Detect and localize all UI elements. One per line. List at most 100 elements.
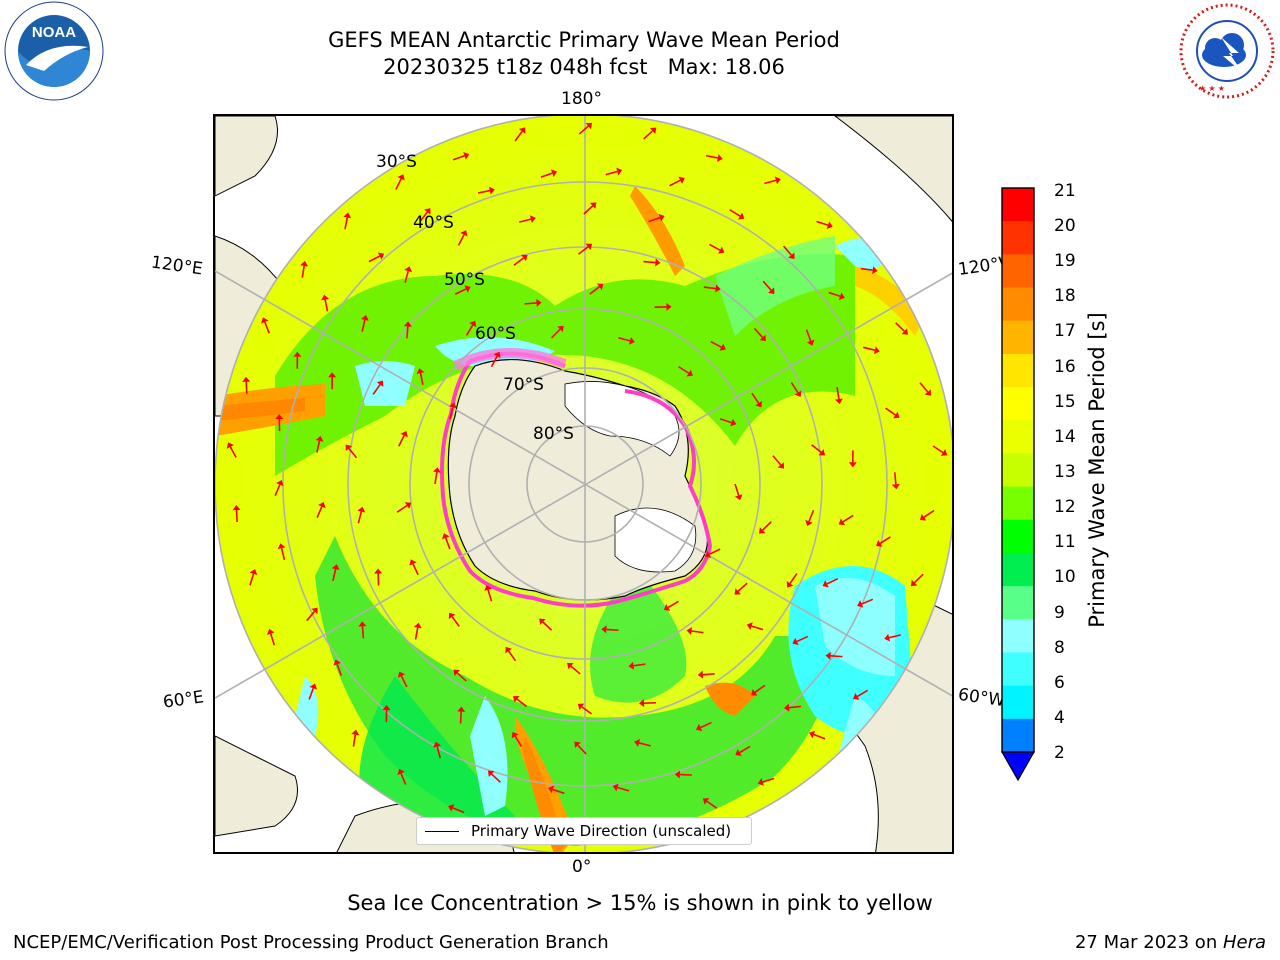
wave-direction-arrow — [700, 721, 712, 729]
wave-direction-arrowhead — [826, 221, 833, 229]
wave-direction-arrowhead — [655, 258, 661, 267]
colorbar-tick-17: 17 — [1054, 321, 1076, 341]
wave-direction-arrowhead — [893, 411, 900, 419]
wave-direction-arrow — [751, 392, 760, 404]
wave-direction-arrowhead — [448, 804, 455, 812]
wave-direction-arrow — [306, 610, 316, 622]
wave-direction-arrowhead — [397, 174, 405, 181]
wave-direction-arrowhead — [277, 543, 286, 550]
wave-direction-arrowhead — [628, 661, 635, 670]
wave-direction-arrow — [863, 346, 876, 351]
wave-direction-arrow — [459, 711, 462, 724]
wave-direction-arrowhead — [311, 607, 318, 614]
colorbar-cell — [1002, 718, 1034, 753]
map-canvas — [215, 116, 952, 852]
wave-direction-arrowhead — [460, 230, 468, 237]
wave-direction-arrow — [669, 179, 681, 187]
wave-direction-arrowhead — [734, 494, 743, 501]
wave-direction-arrow — [301, 265, 305, 278]
colorbar-label: Primary Wave Mean Period [s] — [1085, 312, 1109, 628]
wave-direction-arrowhead — [838, 292, 845, 301]
wave-direction-arrowhead — [876, 539, 883, 547]
wave-direction-arrow — [316, 440, 321, 453]
wave-direction-arrowhead — [784, 703, 790, 712]
wave-direction-arrowhead — [596, 283, 604, 291]
wave-direction-arrow — [932, 445, 944, 454]
wave-direction-arrow — [808, 509, 815, 522]
wave-direction-arrowhead — [318, 502, 326, 509]
wave-direction-arrowhead — [891, 483, 900, 490]
wave-direction-arrow — [451, 616, 460, 627]
wave-direction-arrowhead — [577, 703, 585, 711]
wave-direction-arrowhead — [589, 202, 597, 209]
legend-label: Primary Wave Direction (unscaled) — [471, 822, 732, 840]
wave-direction-arrow — [457, 234, 465, 246]
wave-direction-arrowhead — [448, 612, 456, 620]
wave-direction-arrow — [811, 444, 822, 453]
wave-direction-arrowhead — [910, 579, 918, 587]
wave-direction-arrow — [491, 773, 501, 783]
wave-direction-arrow — [436, 746, 442, 759]
colorbar-cell — [1002, 420, 1034, 454]
wave-direction-arrow — [490, 355, 498, 368]
wave-direction-arrow — [348, 447, 358, 459]
wave-direction-arrow — [583, 205, 594, 215]
wave-direction-arrowhead — [413, 622, 422, 629]
wave-direction-arrowhead — [529, 215, 536, 223]
wave-direction-arrowhead — [574, 741, 581, 749]
wave-direction-arrow — [893, 472, 897, 485]
wave-direction-arrowhead — [567, 663, 574, 670]
wave-direction-arrow — [830, 655, 843, 658]
wave-direction-arrowhead — [536, 298, 542, 307]
noaa-logo-text: NOAA — [32, 24, 76, 41]
wave-direction-arrow — [706, 800, 718, 809]
wave-direction-arrowhead — [809, 730, 816, 739]
wave-direction-arrow — [719, 418, 732, 424]
wave-direction-arrowhead — [834, 398, 843, 405]
wave-direction-arrow — [542, 621, 553, 631]
wave-direction-arrow — [400, 675, 408, 688]
wave-direction-arrowhead — [511, 731, 519, 739]
wave-direction-arrow — [710, 340, 722, 348]
map-subtitle: 20230325 t18z 048h fcst Max: 18.06 — [383, 55, 785, 79]
wave-direction-arrowhead — [463, 152, 470, 160]
wave-direction-arrowhead — [872, 266, 878, 275]
wave-direction-arrow — [414, 627, 419, 640]
wave-direction-arrow — [361, 626, 365, 639]
wave-direction-arrowhead — [719, 343, 726, 351]
wave-direction-arrowhead — [718, 246, 725, 254]
colorbar-tick-8: 8 — [1054, 638, 1065, 658]
wave-direction-arrowhead — [469, 320, 477, 328]
wave-direction-arrow — [764, 179, 777, 185]
colorbar-cell — [1002, 254, 1034, 289]
wave-direction-arrowhead — [505, 646, 512, 654]
wave-direction-arrowhead — [397, 768, 405, 775]
wave-direction-arrowhead — [518, 127, 526, 134]
colorbar-cell — [1002, 188, 1034, 222]
wave-direction-arrowhead — [487, 770, 495, 777]
wave-direction-arrow — [519, 218, 532, 223]
wave-direction-arrow — [643, 260, 656, 264]
wave-direction-arrowhead — [696, 723, 703, 732]
wave-direction-arrowhead — [794, 390, 802, 397]
wave-direction-arrow — [452, 807, 465, 814]
wave-direction-arrow — [465, 324, 474, 336]
wave-direction-arrow — [923, 509, 935, 518]
wave-direction-arrow — [578, 125, 589, 135]
wave-direction-arrowhead — [822, 580, 829, 588]
wave-direction-arrow — [487, 589, 493, 602]
wave-direction-arrowhead — [702, 798, 710, 805]
wave-direction-arrow — [372, 384, 381, 395]
wave-direction-arrowhead — [734, 588, 741, 595]
wave-direction-arrowhead — [825, 651, 831, 660]
wave-direction-arrowhead — [404, 266, 413, 273]
wave-direction-arrow — [828, 291, 841, 298]
wave-direction-arrow — [860, 267, 873, 271]
land-africa — [215, 735, 298, 837]
wave-direction-arrow — [895, 322, 905, 332]
wave-direction-arrow — [753, 327, 764, 338]
wave-direction-arrow — [790, 382, 799, 394]
wave-direction-arrowhead — [786, 581, 794, 588]
wave-direction-arrow — [264, 321, 270, 334]
wave-direction-arrowhead — [686, 627, 693, 635]
